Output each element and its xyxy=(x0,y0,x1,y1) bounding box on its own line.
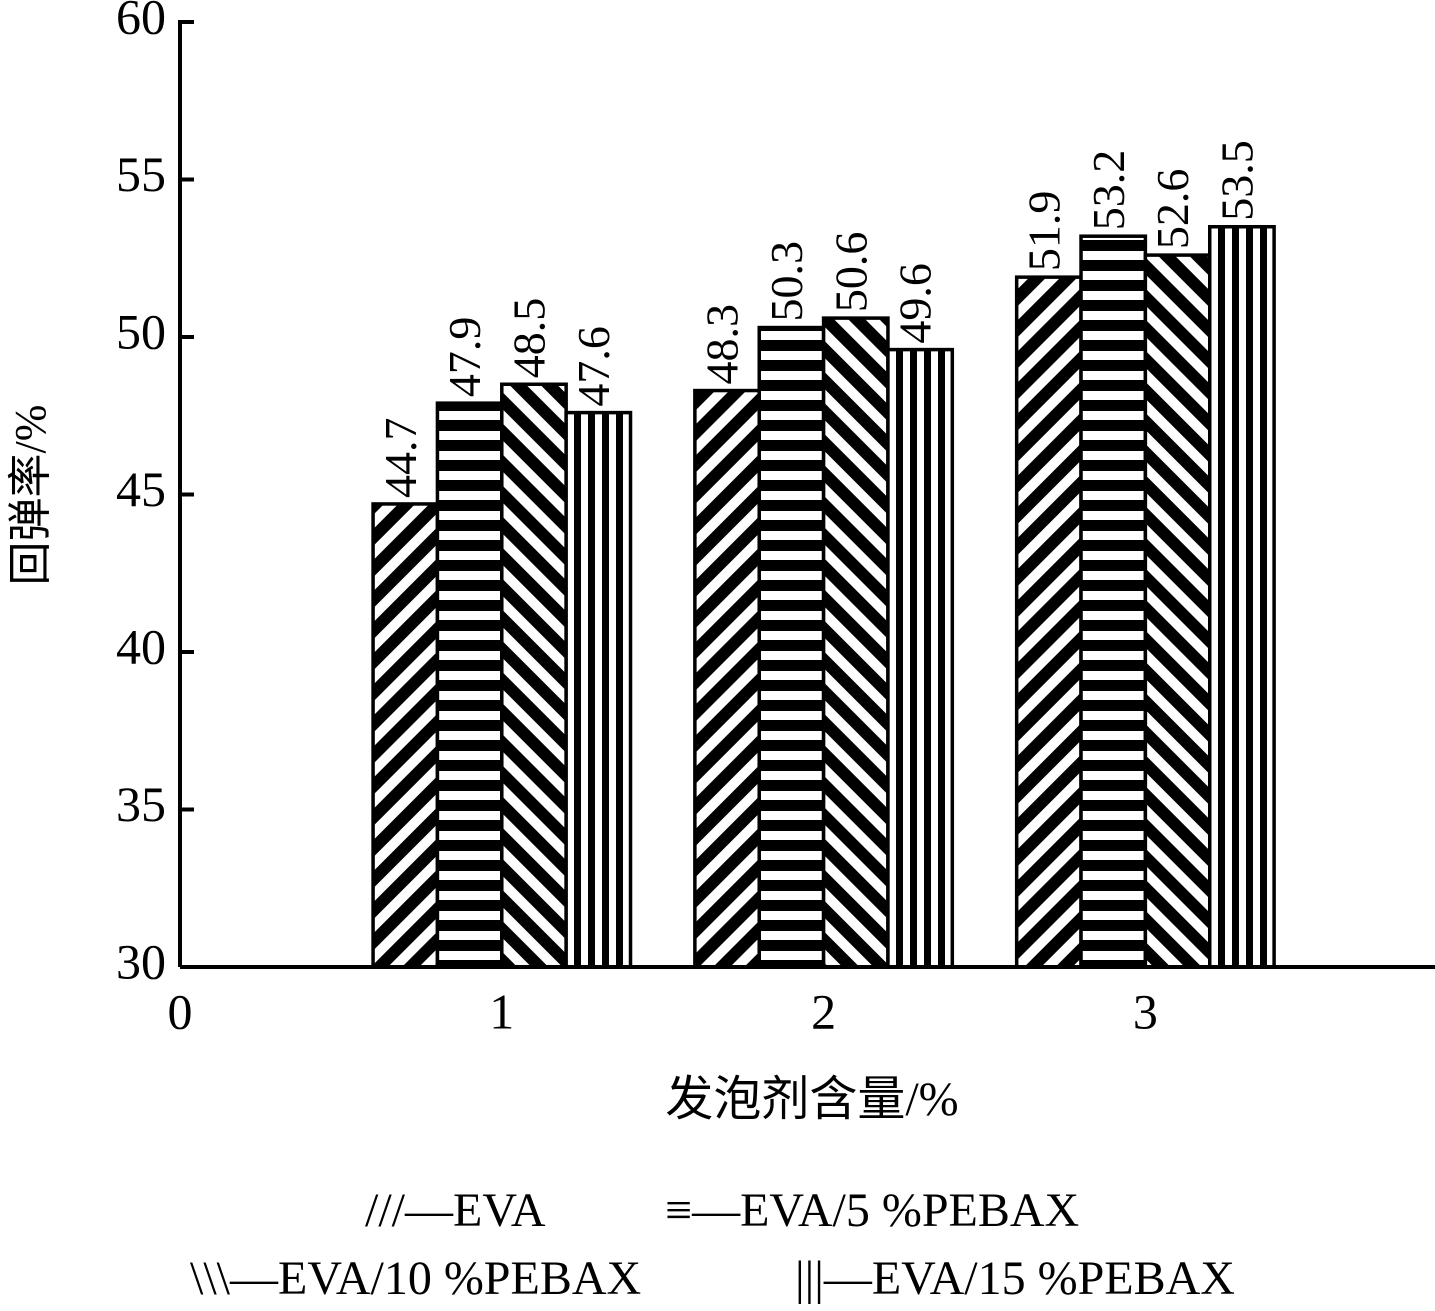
bar xyxy=(821,316,890,969)
legend-entry: ≡—EVA/5 %PEBAX xyxy=(665,1184,1079,1237)
y-tick-label: 55 xyxy=(116,146,166,202)
legend-symbol: /// xyxy=(365,1184,406,1237)
x-tick-label: 0 xyxy=(168,983,193,1039)
bar xyxy=(500,382,568,969)
y-tick-label: 60 xyxy=(116,0,166,44)
legend-symbol: ≡ xyxy=(665,1184,692,1237)
x-tick-label: 2 xyxy=(811,983,836,1039)
data-label: 47.6 xyxy=(568,326,619,407)
bar xyxy=(886,347,955,969)
data-label: 50.6 xyxy=(825,232,876,313)
legend-entry: |||—EVA/15 %PEBAX xyxy=(795,1252,1235,1305)
legend-label: EVA/15 %PEBAX xyxy=(872,1252,1235,1305)
legend-symbol: \\\ xyxy=(190,1252,231,1305)
legend-label: EVA/5 %PEBAX xyxy=(740,1184,1079,1237)
y-tick-label: 30 xyxy=(116,933,166,989)
data-label: 49.6 xyxy=(890,263,941,344)
data-label: 48.3 xyxy=(697,304,748,385)
data-label: 50.3 xyxy=(761,241,812,322)
y-axis-label: 回弹率/% xyxy=(6,405,55,586)
legend-entry: ///—EVA xyxy=(365,1184,546,1237)
bar xyxy=(435,401,504,969)
legend-label: EVA/10 %PEBAX xyxy=(278,1252,641,1305)
data-label: 51.9 xyxy=(1018,191,1069,272)
data-label: 52.6 xyxy=(1147,169,1198,250)
bar xyxy=(693,388,761,969)
legend-label: EVA xyxy=(453,1184,546,1237)
bar xyxy=(1014,275,1083,969)
y-tick-label: 40 xyxy=(116,618,166,674)
x-tick-label: 1 xyxy=(489,983,514,1039)
legend-separator: — xyxy=(229,1252,279,1305)
data-label: 53.5 xyxy=(1211,140,1262,221)
y-tick-label: 45 xyxy=(116,461,166,517)
y-tick-label: 50 xyxy=(116,303,166,359)
data-label: 53.2 xyxy=(1083,150,1134,231)
y-tick-label: 35 xyxy=(116,776,166,832)
data-label: 44.7 xyxy=(375,417,426,498)
legend-separator: — xyxy=(404,1184,454,1237)
x-axis-label: 发泡剂含量/% xyxy=(665,1073,958,1126)
data-label: 47.9 xyxy=(439,317,490,397)
data-label: 48.5 xyxy=(504,298,555,379)
x-tick-label: 3 xyxy=(1133,983,1158,1039)
bar xyxy=(564,410,633,969)
bar xyxy=(1143,253,1212,969)
legend-separator: — xyxy=(691,1184,741,1237)
bar xyxy=(757,325,826,969)
bar xyxy=(1207,225,1276,969)
bar xyxy=(1079,234,1148,969)
legend-symbol: ||| xyxy=(795,1252,824,1305)
bar xyxy=(371,502,440,969)
legend-separator: — xyxy=(823,1252,873,1305)
legend-entry: \\\—EVA/10 %PEBAX xyxy=(190,1252,641,1305)
